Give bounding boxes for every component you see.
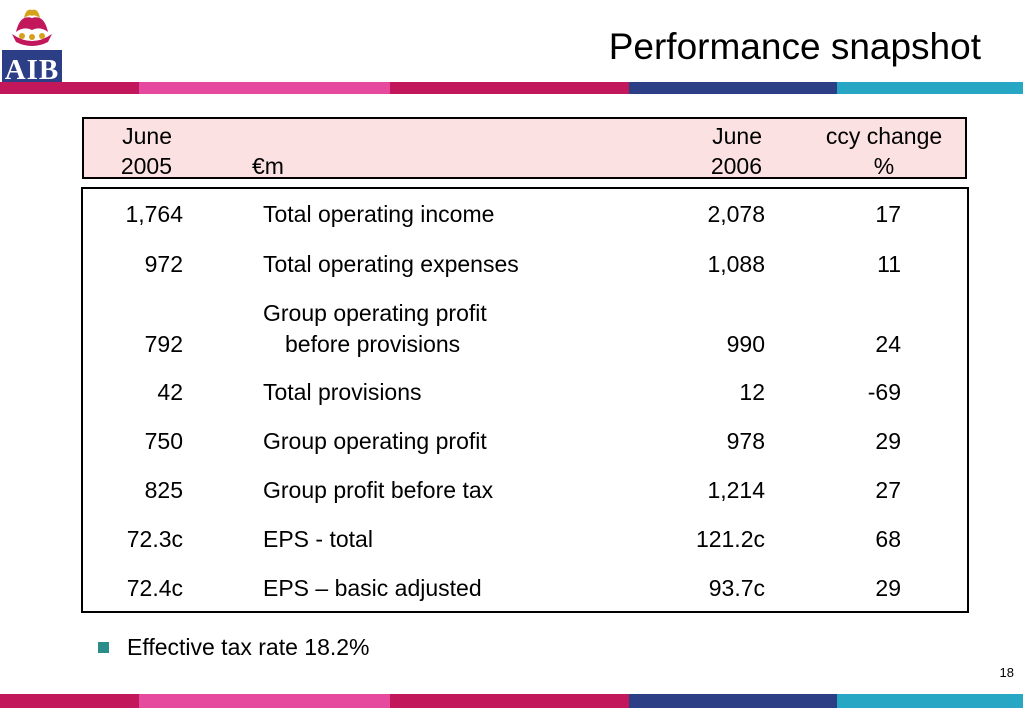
cell-change: 11 [877, 251, 901, 277]
cell-curr: 1,214 [707, 477, 765, 503]
header-curr-year: June 2006 [644, 121, 762, 181]
slide-title: Performance snapshot [608, 26, 981, 67]
cell-prev: 825 [144, 477, 183, 503]
top-color-stripe [0, 82, 1023, 94]
cell-prev: 972 [144, 251, 183, 277]
stripe-segment [390, 694, 629, 708]
cell-label: Total operating expenses [263, 251, 519, 277]
stripe-segment [0, 82, 139, 94]
header-curr-month: June [712, 123, 762, 149]
table-body: 1,764 Total operating income 2,078 17 97… [81, 187, 969, 613]
cell-prev: 750 [144, 428, 183, 454]
aib-ark-logo-icon [6, 4, 58, 50]
bullet-text: Effective tax rate 18.2% [127, 634, 370, 660]
cell-label: EPS - total [263, 526, 373, 552]
cell-change: 27 [875, 477, 901, 503]
cell-curr: 121.2c [695, 526, 765, 552]
cell-prev: 1,764 [125, 201, 183, 227]
cell-change: 24 [875, 331, 901, 357]
aib-logo: AIB [2, 2, 62, 92]
stripe-segment [629, 82, 837, 94]
cell-curr: 93.7c [708, 575, 765, 601]
stripe-segment [390, 82, 629, 94]
cell-label: Group operating profit [263, 300, 487, 326]
cell-change: 68 [875, 526, 901, 552]
stripe-segment [139, 694, 390, 708]
header-currency: €m [252, 153, 284, 179]
header-prev-yr: 2005 [120, 153, 172, 179]
cell-label: Total operating income [263, 201, 495, 227]
header-prev-year: June 2005 [84, 121, 172, 181]
cell-label-continued: before provisions [285, 331, 461, 357]
cell-label: Group profit before tax [263, 477, 494, 503]
stripe-segment [837, 82, 1023, 94]
cell-curr: 12 [739, 379, 765, 405]
cell-curr: 990 [726, 331, 765, 357]
cell-label: Total provisions [263, 379, 422, 405]
stripe-segment [139, 82, 390, 94]
header-curr-yr: 2006 [710, 153, 762, 179]
header-change-label: ccy change [825, 123, 943, 149]
stripe-segment [837, 694, 1023, 708]
table-header: June 2005 €m June 2006 ccy change % [82, 117, 967, 179]
header-change-unit: % [873, 153, 895, 179]
cell-label: EPS – basic adjusted [263, 575, 482, 601]
page-number: 18 [999, 665, 1014, 680]
header-prev-month: June [122, 123, 172, 149]
cell-prev: 72.4c [126, 575, 183, 601]
cell-label: Group operating profit [263, 428, 487, 454]
cell-change: -69 [867, 379, 901, 405]
cell-prev: 72.3c [126, 526, 183, 552]
cell-change: 29 [875, 575, 901, 601]
square-bullet-icon [98, 642, 109, 653]
cell-change: 29 [875, 428, 901, 454]
stripe-segment [629, 694, 837, 708]
cell-curr: 978 [726, 428, 765, 454]
cell-curr: 2,078 [707, 201, 765, 227]
stripe-segment [0, 694, 139, 708]
cell-curr: 1,088 [707, 251, 765, 277]
bullet-item: Effective tax rate 18.2% [98, 634, 370, 661]
cell-prev: 792 [144, 331, 183, 357]
header-change: ccy change % [804, 121, 964, 181]
cell-prev: 42 [157, 379, 183, 405]
bottom-color-stripe [0, 694, 1023, 708]
cell-change: 17 [875, 201, 901, 227]
